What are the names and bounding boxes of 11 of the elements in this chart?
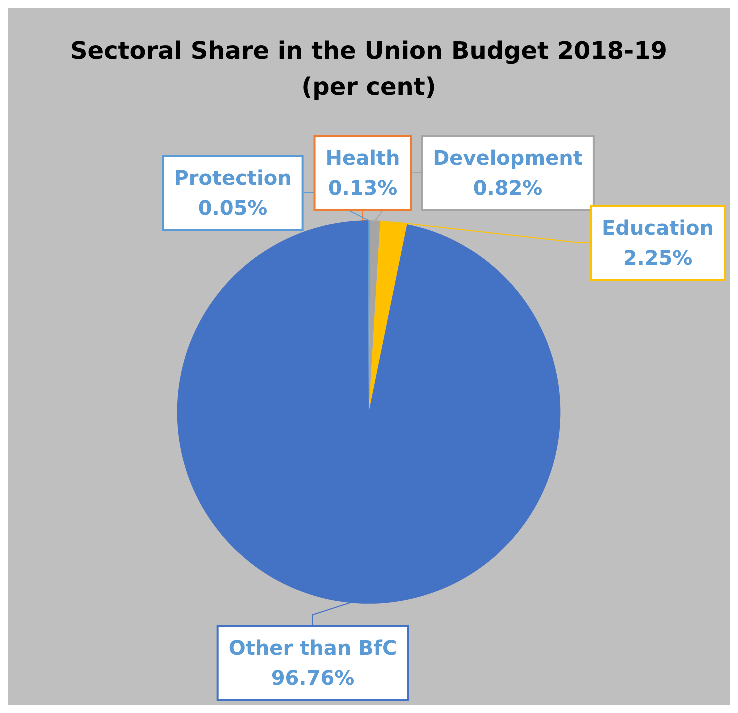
slice-label: Education	[602, 216, 714, 240]
data-label: 96.76%	[271, 666, 355, 690]
data-label: 0.82%	[473, 176, 543, 200]
slice-label: Other than BfC	[228, 636, 398, 660]
data-label: 0.13%	[328, 176, 398, 200]
slice-label: Protection	[174, 166, 292, 190]
slice-label: Health	[326, 146, 400, 170]
data-label: 2.25%	[623, 246, 693, 270]
data-label: 0.05%	[198, 196, 268, 220]
chart-title: Sectoral Share in the Union Budget 2018-19 (per cent)	[70, 37, 668, 101]
slice-label: Development	[433, 146, 584, 170]
